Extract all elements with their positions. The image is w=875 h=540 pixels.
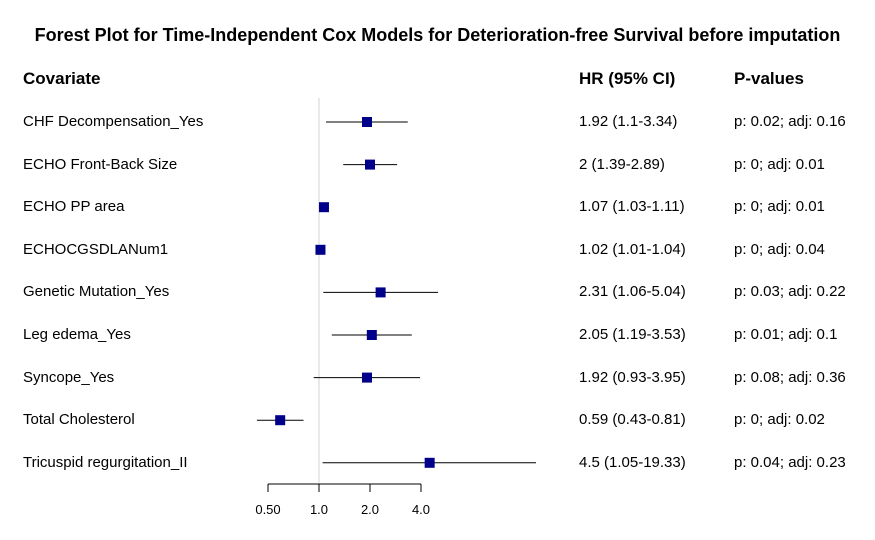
p-value: p: 0; adj: 0.04 [734,240,825,258]
x-tick-label: 2.0 [361,502,379,517]
hr-ci-value: 2.31 (1.06-5.04) [579,283,686,301]
hr-marker [361,372,372,383]
hr-marker [361,117,372,127]
hr-ci-value: 1.07 (1.03-1.11) [579,198,685,216]
hr-ci-value: 0.59 (0.43-0.81) [579,411,686,429]
x-tick-label: 0.50 [255,502,280,517]
hr-marker [275,415,286,426]
x-tick-label: 4.0 [412,502,430,517]
hr-marker [366,330,377,340]
hr-ci-value: 4.5 (1.05-19.33) [579,453,686,471]
covariate-label: ECHO Front-Back Size [23,155,178,173]
p-value: p: 0.03; adj: 0.22 [734,283,846,301]
covariate-label: ECHOCGSDLANum1 [23,240,169,258]
covariate-column-header: Covariate [23,69,101,88]
p-value: p: 0.02; adj: 0.16 [734,113,846,130]
p-value: p: 0.04; adj: 0.23 [734,453,846,471]
p-value: p: 0.01; adj: 0.1 [734,326,838,343]
hr-ci-value: 1.92 (1.1-3.34) [579,113,678,130]
hr-marker [315,244,326,255]
covariate-label: ECHO PP area [23,198,125,216]
p-value: p: 0; adj: 0.02 [734,411,825,429]
hr-marker [318,202,329,213]
p-value: p: 0; adj: 0.01 [734,155,825,173]
x-tick-label: 1.0 [310,502,328,517]
hr-column-header: HR (95% CI) [579,69,676,88]
hr-ci-value: 2 (1.39-2.89) [579,155,665,173]
p-value: p: 0; adj: 0.01 [734,198,825,216]
covariate-label: CHF Decompensation_Yes [23,113,204,130]
hr-marker [375,287,386,298]
hr-marker [365,159,375,170]
p-value: p: 0.08; adj: 0.36 [734,368,846,386]
covariate-label: Total Cholesterol [23,411,135,429]
covariate-label: Leg edema_Yes [23,326,131,343]
hr-ci-value: 1.02 (1.01-1.04) [579,240,686,258]
hr-ci-value: 2.05 (1.19-3.53) [579,326,686,343]
hr-ci-value: 1.92 (0.93-3.95) [579,368,686,386]
pvalue-column-header: P-values [734,69,804,88]
covariate-label: Tricuspid regurgitation_II [23,453,188,471]
chart-title: Forest Plot for Time-Independent Cox Mod… [34,25,841,45]
hr-marker [424,457,435,468]
covariate-label: Genetic Mutation_Yes [23,283,170,301]
covariate-label: Syncope_Yes [23,368,115,386]
